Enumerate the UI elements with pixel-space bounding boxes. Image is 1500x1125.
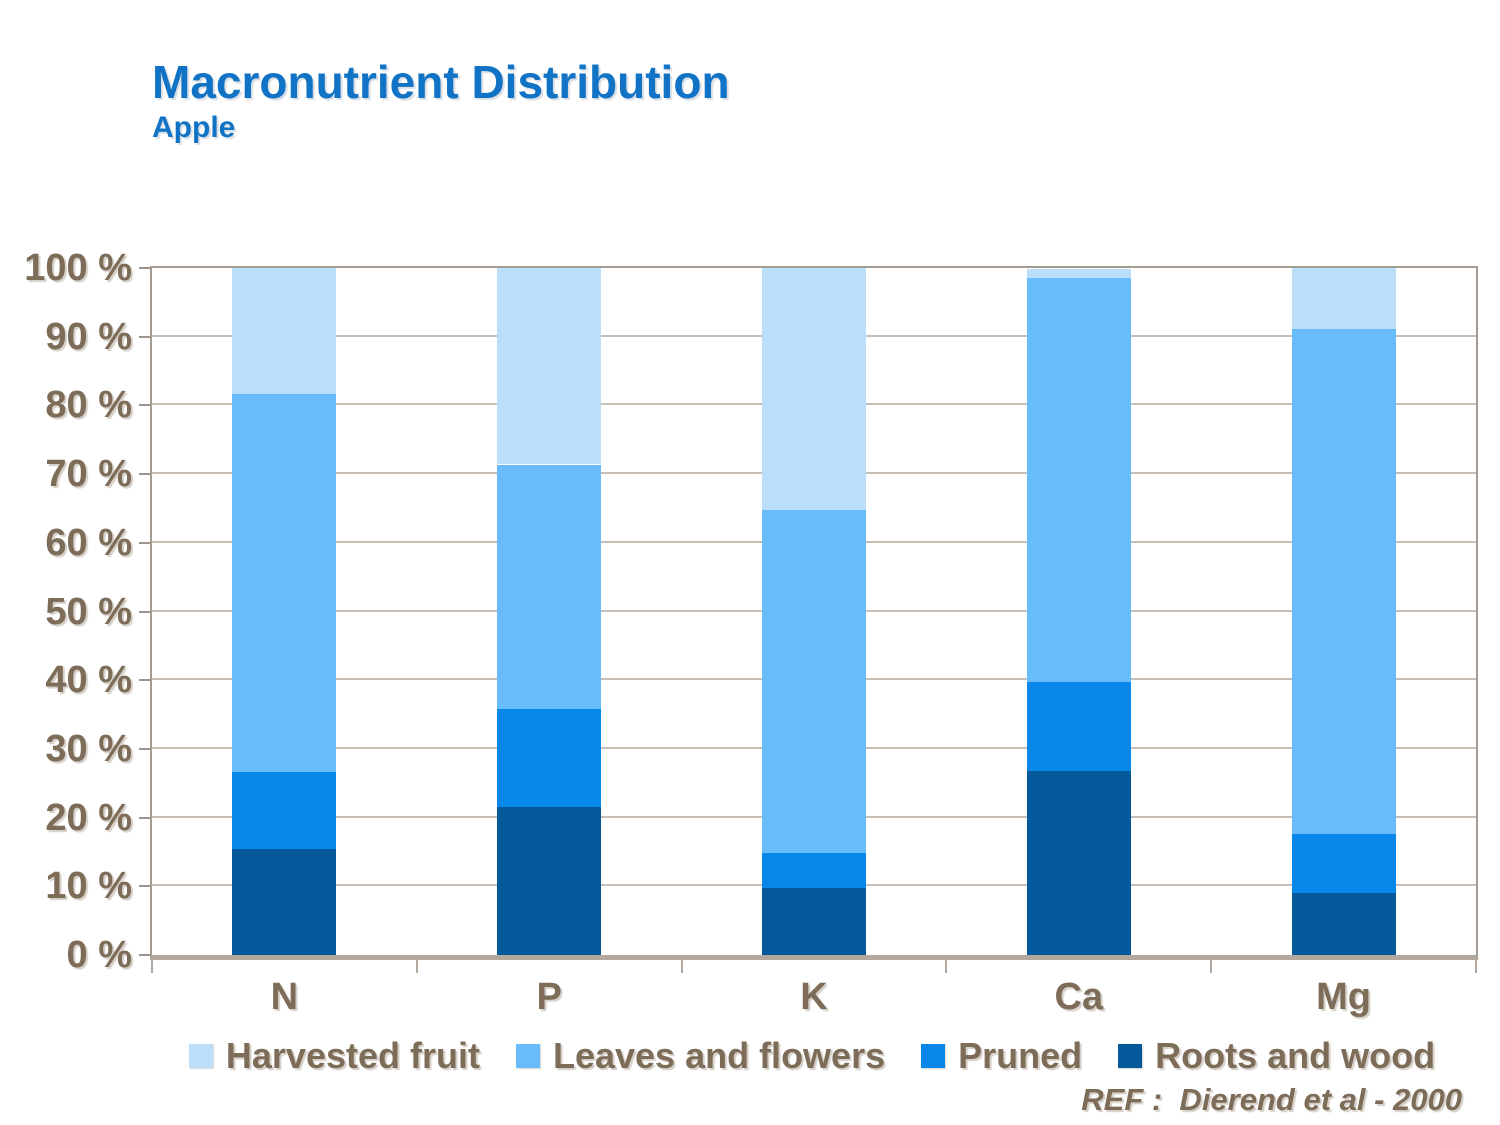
x-axis-tick-3: [945, 960, 948, 973]
y-axis-label-10: 10 %: [45, 865, 132, 908]
x-axis-label-n: N: [270, 976, 299, 1018]
bar-segment-ca-pruned: [1026, 681, 1131, 771]
bar-segment-ca-roots-and-wood: [1026, 770, 1131, 955]
y-axis-label-30: 30 %: [45, 727, 132, 770]
y-axis-tick-80: [139, 404, 150, 407]
bar-segment-p-harvested-fruit: [497, 268, 602, 465]
y-axis-tick-50: [139, 610, 150, 613]
x-axis-label-ca: Ca: [1054, 976, 1104, 1018]
bar-segment-n-pruned: [232, 771, 337, 849]
x-axis-tick-1: [415, 960, 418, 973]
y-axis-tick-20: [139, 816, 150, 819]
x-axis-tick-2: [680, 960, 683, 973]
y-axis-label-20: 20 %: [45, 796, 132, 839]
legend-label-leaves-and-flowers: Leaves and flowers: [552, 1035, 886, 1076]
bar-segment-k-roots-and-wood: [762, 887, 866, 955]
legend-swatch-leaves-and-flowers: [515, 1044, 540, 1068]
bar-segment-mg-roots-and-wood: [1291, 893, 1396, 955]
bar-segment-n-roots-and-wood: [232, 848, 337, 955]
bar-segment-ca-leaves-and-flowers: [1026, 277, 1131, 682]
y-axis-label-0: 0 %: [66, 934, 132, 976]
bar-segment-mg-leaves-and-flowers: [1291, 329, 1396, 835]
bar-segment-k-leaves-and-flowers: [762, 509, 866, 854]
bar-segment-p-leaves-and-flowers: [497, 464, 602, 710]
legend-swatch-pruned: [921, 1044, 946, 1068]
y-axis-label-100: 100 %: [24, 247, 132, 289]
x-axis-tick-0: [151, 960, 153, 973]
y-axis-label-70: 70 %: [45, 453, 132, 496]
y-axis-tick-90: [139, 335, 150, 338]
y-axis-label-90: 90 %: [45, 315, 132, 358]
legend-item-harvested-fruit: Harvested fruit: [188, 1035, 480, 1076]
legend-item-roots-and-wood: Roots and wood: [1118, 1036, 1435, 1076]
legend-swatch-roots-and-wood: [1118, 1044, 1143, 1068]
legend-label-roots-and-wood: Roots and wood: [1155, 1035, 1436, 1076]
chart-legend: Harvested fruit Leaves and flowers Pruned R…: [150, 1036, 1474, 1076]
y-axis-label-40: 40 %: [45, 659, 132, 702]
x-axis-label-k: K: [800, 976, 828, 1018]
bar-segment-mg-harvested-fruit: [1291, 268, 1396, 330]
x-axis-tick-5: [1475, 960, 1477, 973]
plot-area: [150, 266, 1478, 960]
bar-segment-ca-harvested-fruit: [1026, 269, 1131, 278]
y-axis-tick-30: [139, 747, 150, 750]
bar-segment-mg-pruned: [1291, 834, 1396, 894]
y-axis-label-60: 60 %: [45, 521, 132, 564]
reference-text: REF : Dierend et al - 2000: [1081, 1082, 1462, 1117]
y-axis-label-50: 50 %: [45, 590, 132, 633]
y-axis-tick-0: [139, 954, 150, 956]
y-axis-tick-40: [139, 679, 150, 682]
y-axis-tick-100: [139, 267, 150, 269]
bar-segment-k-pruned: [762, 853, 866, 888]
bar-segment-p-pruned: [497, 709, 602, 807]
y-axis-tick-70: [139, 473, 150, 476]
y-axis-tick-60: [139, 541, 150, 544]
x-axis-label-p: P: [536, 976, 562, 1018]
y-axis-label-80: 80 %: [45, 384, 132, 427]
bar-segment-p-roots-and-wood: [497, 806, 602, 955]
chart-subtitle: Apple: [152, 111, 236, 144]
bar-segment-k-harvested-fruit: [762, 268, 866, 510]
legend-swatch-harvested-fruit: [188, 1044, 213, 1068]
bar-segment-n-leaves-and-flowers: [232, 393, 337, 772]
legend-label-pruned: Pruned: [958, 1035, 1083, 1076]
legend-item-leaves-and-flowers: Leaves and flowers: [515, 1035, 886, 1076]
chart-title: Macronutrient Distribution: [152, 56, 730, 108]
bar-segment-n-harvested-fruit: [232, 268, 337, 394]
x-axis-tick-4: [1210, 960, 1213, 973]
y-axis-tick-10: [139, 885, 150, 888]
x-axis-label-mg: Mg: [1316, 976, 1372, 1018]
legend-item-pruned: Pruned: [921, 1036, 1082, 1076]
legend-label-harvested-fruit: Harvested fruit: [225, 1035, 480, 1076]
